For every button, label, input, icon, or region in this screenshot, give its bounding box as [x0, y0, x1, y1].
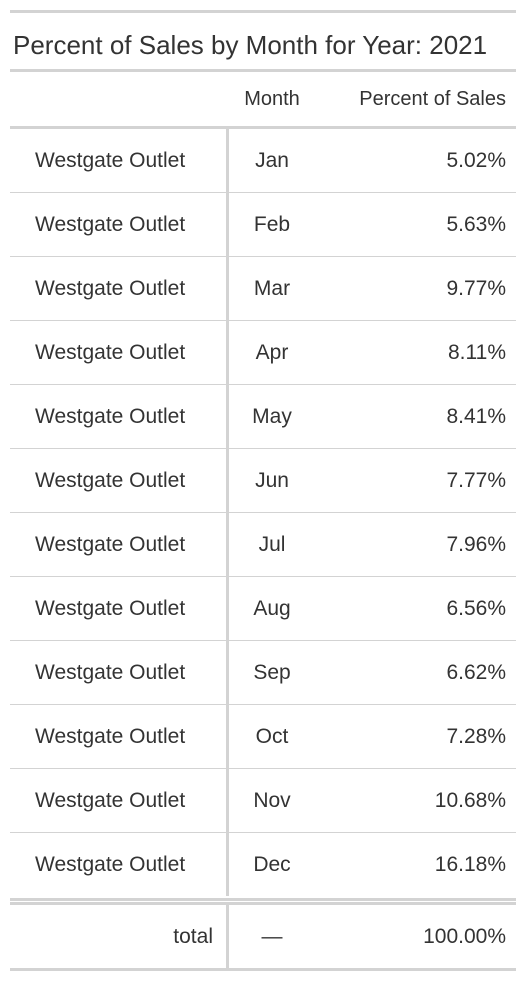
- month-cell: Jun: [255, 468, 289, 492]
- store-cell: Westgate Outlet: [35, 212, 186, 236]
- month-cell: Aug: [253, 596, 291, 620]
- percent-cell: 8.11%: [448, 340, 506, 364]
- month-column-header: Month: [244, 87, 300, 110]
- title-rule: [10, 69, 516, 72]
- month-cell: Jul: [258, 532, 286, 556]
- store-cell: Westgate Outlet: [35, 532, 186, 556]
- percent-cell: 8.41%: [446, 404, 506, 428]
- stub-divider: [226, 129, 229, 896]
- month-cell: Jan: [255, 148, 289, 172]
- summary-double-rule: [10, 898, 516, 905]
- percent-cell: 16.18%: [434, 852, 506, 876]
- table-row: Westgate Outlet Mar 9.77%: [10, 257, 516, 321]
- store-cell: Westgate Outlet: [35, 660, 186, 684]
- percent-cell: 6.56%: [446, 596, 506, 620]
- store-cell: Westgate Outlet: [35, 276, 186, 300]
- summary-section: total — 100.00%: [10, 905, 516, 968]
- store-cell: Westgate Outlet: [35, 468, 186, 492]
- store-cell: Westgate Outlet: [35, 788, 186, 812]
- month-cell: Dec: [253, 852, 291, 876]
- table-row: Westgate Outlet Sep 6.62%: [10, 641, 516, 705]
- summary-label: total: [173, 924, 213, 948]
- month-cell: Feb: [253, 212, 291, 236]
- month-cell: Nov: [253, 788, 291, 812]
- percent-cell: 10.68%: [434, 788, 506, 812]
- summary-month-cell: —: [261, 924, 283, 948]
- month-cell: Apr: [255, 340, 289, 364]
- store-cell: Westgate Outlet: [35, 596, 186, 620]
- table-title: Percent of Sales by Month for Year: 2021: [13, 30, 488, 60]
- table-row: Westgate Outlet Dec 16.18%: [10, 833, 516, 896]
- percent-cell: 9.77%: [446, 276, 506, 300]
- store-cell: Westgate Outlet: [35, 404, 186, 428]
- percent-column-header: Percent of Sales: [359, 87, 506, 110]
- summary-stub-divider: [226, 905, 229, 968]
- table-row: Westgate Outlet Nov 10.68%: [10, 769, 516, 833]
- table-row: Westgate Outlet Jan 5.02%: [10, 129, 516, 193]
- sales-table: Percent of Sales by Month for Year: 2021…: [10, 10, 516, 971]
- table-row: Westgate Outlet Oct 7.28%: [10, 705, 516, 769]
- table-bottom-rule: [10, 968, 516, 971]
- table-top-rule: [10, 10, 516, 13]
- percent-cell: 5.02%: [446, 148, 506, 172]
- store-cell: Westgate Outlet: [35, 724, 186, 748]
- table-row: Westgate Outlet Apr 8.11%: [10, 321, 516, 385]
- store-cell: Westgate Outlet: [35, 852, 186, 876]
- month-cell: May: [252, 404, 292, 428]
- percent-cell: 7.28%: [446, 724, 506, 748]
- table-row: Westgate Outlet Jun 7.77%: [10, 449, 516, 513]
- summary-row: total — 100.00%: [10, 905, 516, 968]
- store-cell: Westgate Outlet: [35, 148, 186, 172]
- percent-cell: 7.77%: [446, 468, 506, 492]
- percent-cell: 6.62%: [446, 660, 506, 684]
- percent-cell: 5.63%: [446, 212, 506, 236]
- month-cell: Sep: [253, 660, 291, 684]
- month-cell: Oct: [255, 724, 289, 748]
- table-row: Westgate Outlet Feb 5.63%: [10, 193, 516, 257]
- store-cell: Westgate Outlet: [35, 340, 186, 364]
- table-row: Westgate Outlet Jul 7.96%: [10, 513, 516, 577]
- column-header-row: Month Percent of Sales: [10, 72, 516, 126]
- table-row: Westgate Outlet Aug 6.56%: [10, 577, 516, 641]
- header-rule: [10, 126, 516, 129]
- table-body: Westgate Outlet Jan 5.02% Westgate Outle…: [10, 129, 516, 896]
- month-cell: Mar: [253, 276, 291, 300]
- summary-percent-cell: 100.00%: [423, 924, 506, 948]
- table-row: Westgate Outlet May 8.41%: [10, 385, 516, 449]
- percent-cell: 7.96%: [446, 532, 506, 556]
